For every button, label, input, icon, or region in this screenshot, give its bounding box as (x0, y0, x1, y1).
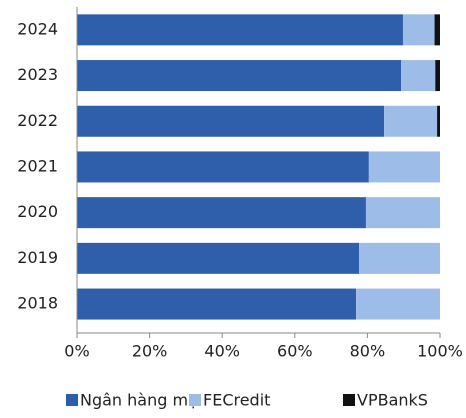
bar-segment (402, 14, 435, 46)
x-tick-label: 100% (417, 342, 463, 361)
y-tick-label: 2019 (17, 248, 58, 267)
bar-segment (384, 105, 438, 137)
y-tick-label: 2021 (17, 156, 58, 175)
x-tick-label: 40% (204, 342, 240, 361)
legend-swatch (343, 394, 355, 406)
bar-segment (365, 197, 440, 229)
legend-swatch (189, 394, 201, 406)
bar-segment (77, 105, 385, 137)
y-tick-label: 2020 (17, 202, 58, 221)
bar-segment (77, 288, 357, 320)
bar-segment (435, 60, 440, 92)
y-tick-label: 2024 (17, 19, 58, 38)
bar-segment (77, 197, 366, 229)
bar-segment (359, 242, 440, 274)
x-tick-label: 60% (277, 342, 313, 361)
bar-segment (434, 14, 440, 46)
bar-segment (437, 105, 440, 137)
bar-segment (77, 242, 360, 274)
bar-segment (77, 14, 403, 46)
bar-segment (368, 151, 440, 183)
bar-segment (356, 288, 440, 320)
y-tick-label: 2023 (17, 65, 58, 84)
legend-label: FECredit (203, 391, 270, 410)
x-tick-label: 20% (132, 342, 168, 361)
legend-swatch (66, 394, 78, 406)
legend-label: Ngân hàng mẹ (80, 391, 198, 410)
y-tick-label: 2018 (17, 294, 58, 313)
bar-segment (77, 151, 369, 183)
x-tick-label: 0% (64, 342, 89, 361)
bar-segment (401, 60, 436, 92)
legend-label: VPBankS (357, 391, 428, 410)
bar-segment (77, 60, 402, 92)
y-tick-label: 2022 (17, 111, 58, 130)
x-tick-label: 80% (350, 342, 386, 361)
